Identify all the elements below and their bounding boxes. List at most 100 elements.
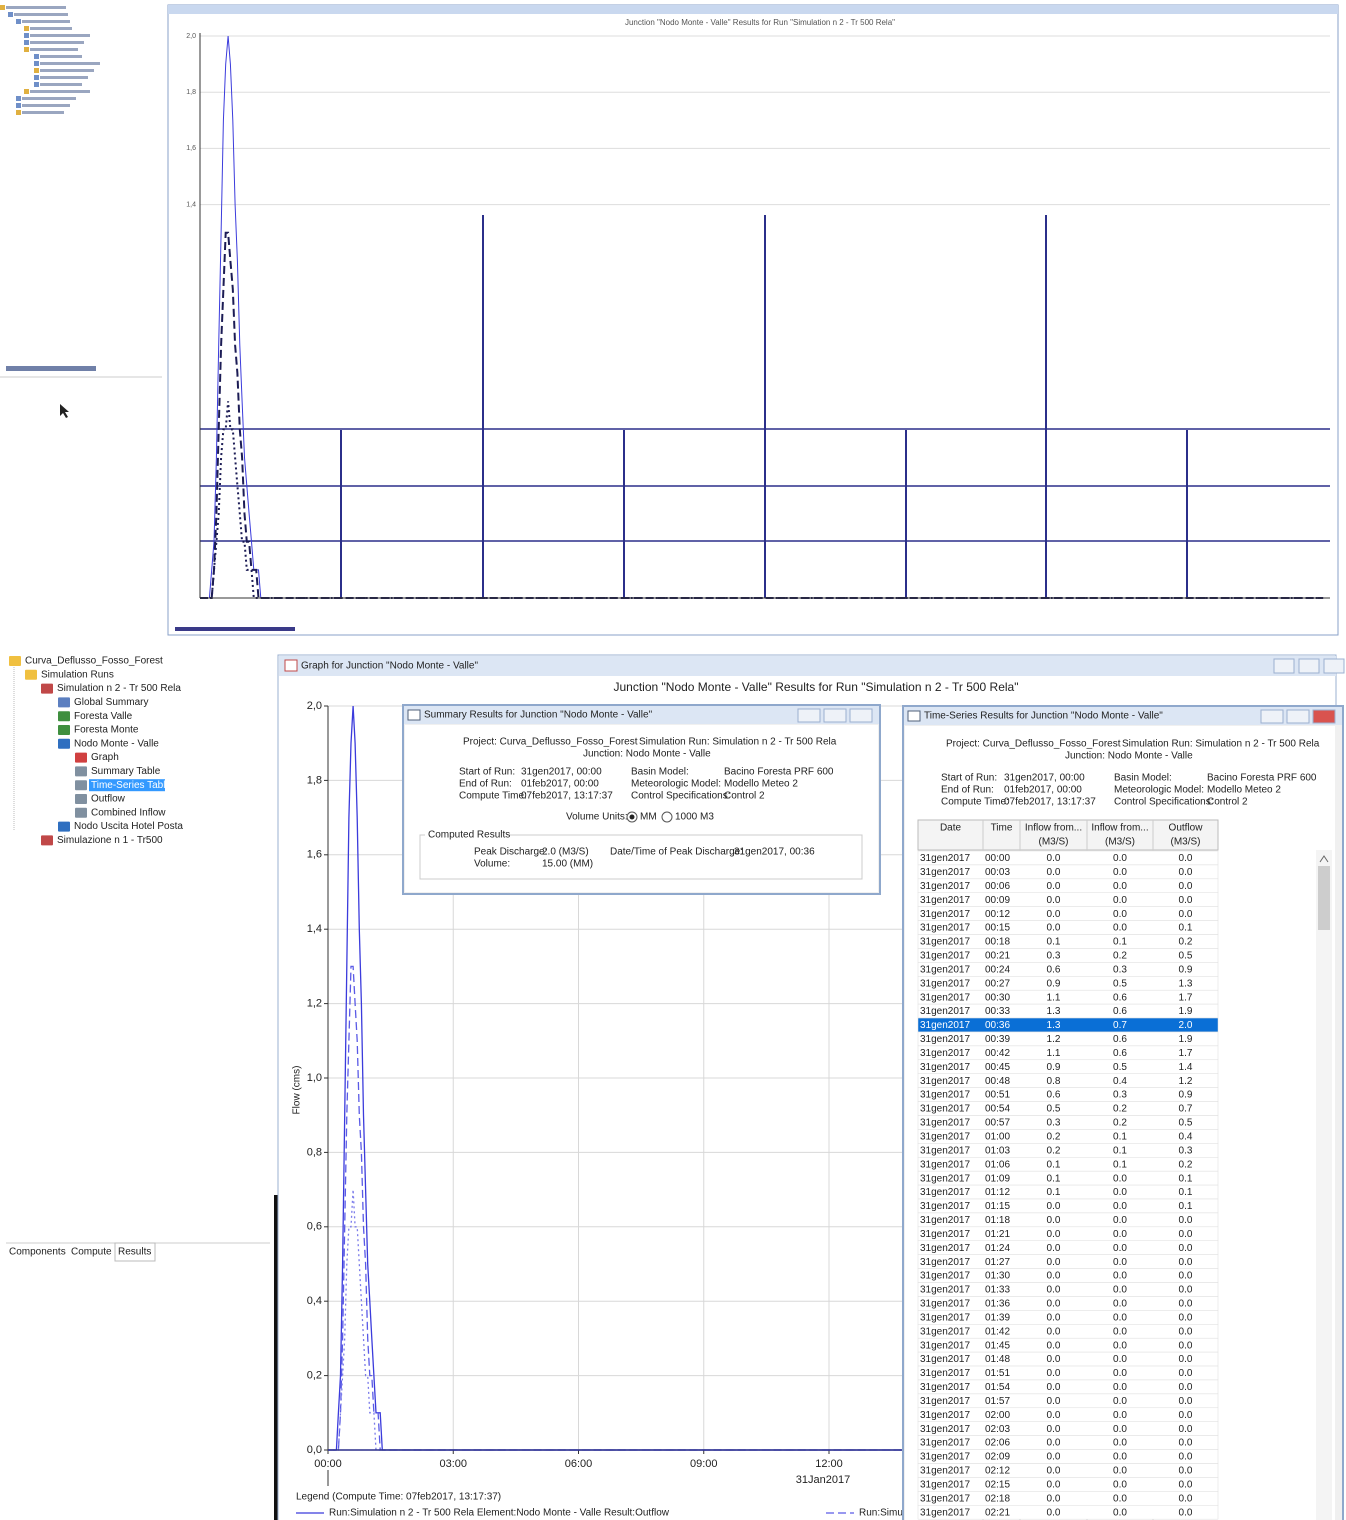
table-cell: 01:45: [985, 1340, 1010, 1351]
top-window-titlebar: [168, 5, 1338, 14]
y-tick-label: 1,8: [307, 774, 322, 786]
tree-item[interactable]: Simulation n 2 - Tr 500 Rela: [57, 683, 181, 694]
table-cell: 0.1: [1047, 1159, 1061, 1170]
table-cell: 31gen2017: [920, 1285, 970, 1296]
table-cell: 31gen2017: [920, 1187, 970, 1198]
table-cell: 1.2: [1179, 1076, 1193, 1087]
window-button[interactable]: [1324, 659, 1344, 673]
y-tick-label: 1,6: [307, 849, 322, 861]
table-cell: 31gen2017: [920, 978, 970, 989]
table-cell: 31gen2017: [920, 1132, 970, 1143]
table-cell: 01:54: [985, 1382, 1010, 1393]
table-cell: 0.0: [1113, 909, 1127, 920]
column-header: Inflow from...: [1025, 823, 1082, 834]
table-cell: 31gen2017: [920, 1257, 970, 1268]
table-cell: 0.0: [1113, 1368, 1127, 1379]
table-cell: 0.0: [1179, 1382, 1193, 1393]
table-cell: 01:21: [985, 1229, 1010, 1240]
radio[interactable]: [662, 812, 672, 822]
result-value: 31gen2017, 00:36: [734, 847, 815, 858]
table-cell: 0.0: [1113, 1229, 1127, 1240]
tree-item[interactable]: Simulazione n 1 - Tr500: [57, 835, 163, 846]
window-button[interactable]: [1313, 710, 1335, 723]
tree-item[interactable]: Global Summary: [74, 697, 148, 708]
table-cell: 31gen2017: [920, 1452, 970, 1463]
table-cell: 00:36: [985, 1020, 1010, 1031]
window-button[interactable]: [824, 709, 846, 722]
table-cell: 0.1: [1179, 1187, 1193, 1198]
field-value: Control 2: [1207, 797, 1248, 808]
tree-item[interactable]: Foresta Valle: [74, 711, 133, 722]
table-cell: 1.1: [1047, 1048, 1061, 1059]
table-cell: 1.2: [1047, 1034, 1061, 1045]
y-tick-label: 0,6: [307, 1221, 322, 1233]
table-cell: 0.0: [1179, 1438, 1193, 1449]
window-button[interactable]: [798, 709, 820, 722]
field-label: Start of Run:: [459, 767, 515, 778]
result-value: 15.00 (MM): [542, 859, 593, 870]
top-tree-blur: [40, 76, 88, 79]
tree-item[interactable]: Nodo Uscita Hotel Posta: [74, 821, 183, 832]
tree-item[interactable]: Outflow: [91, 794, 126, 805]
table-cell: 31gen2017: [920, 1271, 970, 1282]
table-cell: 31gen2017: [920, 1326, 970, 1337]
tree-item[interactable]: Combined Inflow: [91, 807, 166, 818]
table-cell: 0.4: [1179, 1132, 1193, 1143]
table-cell: 31gen2017: [920, 853, 970, 864]
table-cell: 0.3: [1047, 951, 1061, 962]
tree-icon: [9, 656, 21, 666]
tab[interactable]: Results: [118, 1247, 151, 1258]
tree-icon: [41, 835, 53, 845]
graph-window-title: Graph for Junction "Nodo Monte - Valle": [301, 661, 478, 672]
scrollbar-track[interactable]: [1316, 850, 1332, 1520]
field-label: Meteorologic Model:: [1114, 785, 1204, 796]
table-cell: 0.0: [1179, 909, 1193, 920]
table-cell: 00:03: [985, 867, 1010, 878]
table-cell: 0.0: [1113, 1312, 1127, 1323]
tree-item[interactable]: Simulation Runs: [41, 669, 114, 680]
top-tree-icon: [24, 89, 29, 94]
window-button[interactable]: [1274, 659, 1294, 673]
table-cell: 31gen2017: [920, 1396, 970, 1407]
table-cell: 01:33: [985, 1285, 1010, 1296]
table-cell: 1.7: [1179, 1048, 1193, 1059]
scrollbar-thumb[interactable]: [1318, 866, 1330, 930]
tab[interactable]: Compute: [71, 1247, 112, 1258]
table-cell: 31gen2017: [920, 1312, 970, 1323]
y-tick-label: 2,0: [307, 700, 322, 712]
table-cell: 0.3: [1113, 1090, 1127, 1101]
table-cell: 02:15: [985, 1480, 1010, 1491]
y-tick-label: 0,4: [307, 1295, 322, 1307]
table-cell: 01:12: [985, 1187, 1010, 1198]
field-label: Basin Model:: [631, 767, 689, 778]
top-statusbar: [175, 627, 295, 631]
table-cell: 0.8: [1047, 1076, 1061, 1087]
table-cell: 0.0: [1179, 1410, 1193, 1421]
window-button[interactable]: [1299, 659, 1319, 673]
window-button[interactable]: [1261, 710, 1283, 723]
tree-item[interactable]: Graph: [91, 752, 119, 763]
table-cell: 31gen2017: [920, 1034, 970, 1045]
tree-item[interactable]: Foresta Monte: [74, 725, 139, 736]
x-tick-label: 09:00: [690, 1458, 718, 1470]
tree-item[interactable]: Curva_Deflusso_Fosso_Forest: [25, 656, 163, 667]
column-header: Date: [940, 823, 962, 834]
window-button[interactable]: [850, 709, 872, 722]
tree-item[interactable]: Time-Series Table: [91, 780, 171, 791]
tree-item[interactable]: Nodo Monte - Valle: [74, 738, 159, 749]
radio-label: MM: [640, 812, 657, 823]
field-value: Bacino Foresta PRF 600: [1207, 773, 1317, 784]
table-cell: 31gen2017: [920, 1159, 970, 1170]
summary-window-title: Summary Results for Junction "Nodo Monte…: [424, 710, 653, 721]
simulation-run: Simulation Run: Simulation n 2 - Tr 500 …: [1122, 739, 1320, 750]
table-cell: 31gen2017: [920, 1062, 970, 1073]
window-button[interactable]: [1287, 710, 1309, 723]
tab[interactable]: Components: [9, 1247, 66, 1258]
tree-item[interactable]: Summary Table: [91, 766, 161, 777]
table-cell: 0.0: [1047, 881, 1061, 892]
field-label: Compute Time:: [459, 791, 527, 802]
field-label: Control Specifications:: [631, 791, 731, 802]
tree-icon: [75, 766, 87, 776]
table-cell: 0.0: [1179, 1354, 1193, 1365]
table-cell: 0.0: [1113, 1382, 1127, 1393]
